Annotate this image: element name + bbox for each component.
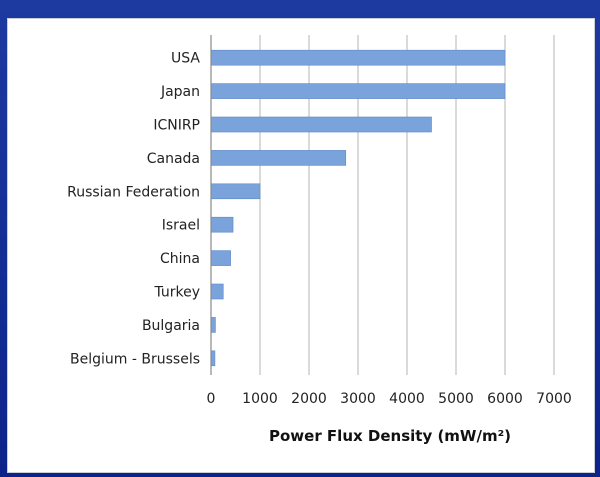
x-tick-label: 1000	[242, 391, 278, 407]
x-tick-label: 5000	[438, 391, 474, 407]
category-label: USA	[171, 51, 200, 67]
x-tick-label: 0	[207, 391, 216, 407]
bar	[210, 216, 234, 233]
bar	[210, 116, 432, 133]
category-label: Japan	[160, 84, 200, 100]
category-label: Russian Federation	[67, 184, 200, 200]
bar	[210, 183, 261, 200]
chart-panel: USA Japan ICNIRP Canada Russian Federation Is…	[7, 18, 595, 473]
x-axis-title: Power Flux Density (mW/m²)	[269, 427, 511, 445]
category-label: Canada	[147, 151, 200, 167]
category-label: ICNIRP	[153, 118, 200, 134]
category-label: Turkey	[153, 285, 200, 301]
category-label: Belgium - Brussels	[70, 351, 200, 367]
category-label: Bulgaria	[142, 318, 200, 334]
x-tick-label: 4000	[389, 391, 425, 407]
bar	[210, 317, 216, 333]
category-label: China	[160, 251, 200, 267]
bar	[210, 283, 224, 300]
x-tick-label: 2000	[291, 391, 327, 407]
category-labels: USA Japan ICNIRP Canada Russian Federation Is…	[67, 51, 200, 368]
bar	[210, 150, 347, 166]
x-tick-label: 7000	[536, 391, 572, 407]
x-tick-labels: 0 1000 2000 3000 4000 5000 6000 7000	[207, 391, 572, 407]
x-tick-label: 6000	[487, 391, 523, 407]
bar	[210, 250, 231, 266]
bar	[210, 49, 506, 66]
bars	[210, 49, 506, 367]
category-label: Israel	[162, 218, 200, 234]
x-tick-label: 3000	[340, 391, 376, 407]
bar-chart: USA Japan ICNIRP Canada Russian Federation Is…	[67, 35, 572, 445]
bar	[210, 83, 506, 99]
